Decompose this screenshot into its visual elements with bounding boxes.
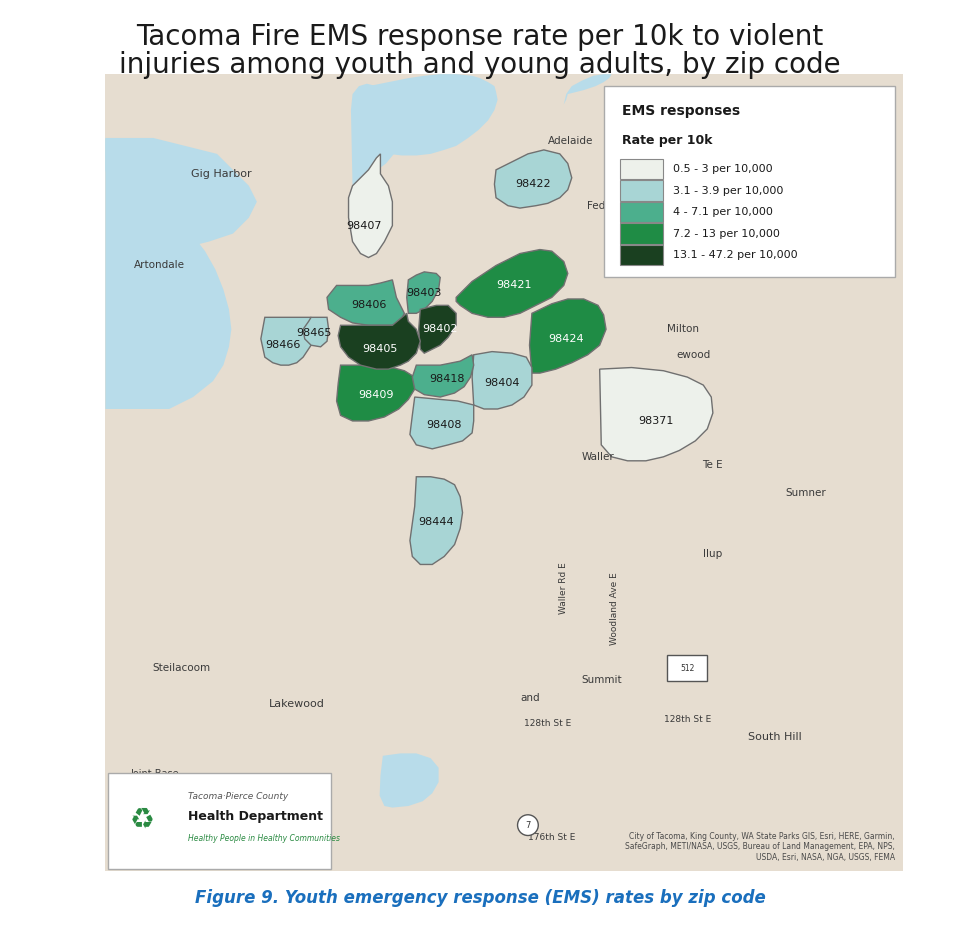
Text: Woodland Ave E: Woodland Ave E [610, 572, 618, 644]
Text: 98422: 98422 [515, 179, 550, 189]
Text: Rate per 10k: Rate per 10k [622, 134, 712, 147]
Polygon shape [351, 83, 400, 185]
Polygon shape [530, 299, 606, 374]
Polygon shape [472, 351, 532, 409]
Text: 98404: 98404 [485, 378, 520, 388]
Text: Waller Rd E: Waller Rd E [560, 563, 568, 615]
Text: Waller: Waller [582, 451, 614, 462]
Text: Healthy People in Healthy Communities: Healthy People in Healthy Communities [187, 834, 340, 844]
Text: 98402: 98402 [422, 324, 458, 335]
Text: Adelaide: Adelaide [548, 136, 593, 146]
Text: 98405: 98405 [363, 344, 398, 354]
Text: ♻: ♻ [130, 806, 155, 833]
Text: and: and [520, 692, 540, 703]
Text: 98421: 98421 [495, 281, 531, 290]
Text: Auburn: Auburn [840, 212, 877, 222]
FancyBboxPatch shape [667, 655, 708, 680]
Text: 4 - 7.1 per 10,000: 4 - 7.1 per 10,000 [673, 207, 773, 217]
Text: 98407: 98407 [347, 221, 382, 231]
Text: Steilacoom: Steilacoom [152, 663, 210, 673]
Text: ast: ast [608, 224, 624, 235]
FancyBboxPatch shape [604, 86, 895, 277]
FancyBboxPatch shape [619, 202, 663, 222]
FancyBboxPatch shape [619, 245, 663, 265]
Polygon shape [261, 317, 311, 365]
Polygon shape [303, 317, 328, 347]
Polygon shape [327, 280, 404, 325]
Polygon shape [494, 150, 572, 208]
Polygon shape [600, 367, 713, 461]
Text: Health Department: Health Department [187, 810, 323, 823]
Text: Figure 9. Youth emergency response (EMS) rates by zip code: Figure 9. Youth emergency response (EMS)… [195, 889, 765, 907]
Polygon shape [564, 74, 612, 105]
Text: injuries among youth and young adults, by zip code: injuries among youth and young adults, b… [119, 51, 841, 79]
Polygon shape [338, 313, 420, 369]
Text: 98409: 98409 [359, 389, 395, 400]
Text: Te E: Te E [703, 460, 723, 470]
Polygon shape [379, 754, 439, 807]
Polygon shape [362, 74, 497, 156]
Text: 13.1 - 47.2 per 10,000: 13.1 - 47.2 per 10,000 [673, 250, 798, 260]
Polygon shape [348, 154, 393, 258]
Text: Lakewood: Lakewood [269, 699, 324, 709]
Text: Feder: Feder [587, 201, 615, 210]
Text: llup: llup [704, 549, 723, 559]
Text: 98466: 98466 [266, 340, 300, 350]
Text: Joint Base
Lewis-McChord: Joint Base Lewis-McChord [118, 768, 192, 791]
Text: Gig Harbor: Gig Harbor [191, 169, 252, 179]
Text: Milton: Milton [667, 324, 700, 335]
Polygon shape [410, 397, 473, 449]
Polygon shape [412, 355, 473, 397]
Polygon shape [456, 249, 567, 317]
Text: Artondale: Artondale [134, 260, 185, 271]
Text: Tacoma·Pierce County: Tacoma·Pierce County [187, 792, 288, 801]
FancyBboxPatch shape [619, 180, 663, 201]
Text: Summit: Summit [581, 675, 621, 685]
Text: 98403: 98403 [407, 288, 442, 298]
Text: 7.2 - 13 per 10,000: 7.2 - 13 per 10,000 [673, 229, 780, 238]
Polygon shape [419, 305, 456, 353]
Text: 98424: 98424 [548, 334, 584, 344]
Text: 98465: 98465 [297, 328, 332, 338]
Polygon shape [106, 74, 902, 871]
Text: 176th St E: 176th St E [528, 833, 576, 843]
Text: City of Tacoma, King County, WA State Parks GIS, Esri, HERE, Garmin,
SafeGraph, : City of Tacoma, King County, WA State Pa… [625, 832, 895, 862]
Text: 512: 512 [681, 664, 694, 673]
Text: 98418: 98418 [429, 374, 465, 384]
Polygon shape [410, 476, 463, 565]
Text: 7: 7 [525, 820, 531, 830]
Text: ewood: ewood [677, 349, 710, 360]
FancyBboxPatch shape [619, 159, 663, 180]
Polygon shape [106, 138, 231, 409]
Text: 98406: 98406 [350, 300, 386, 311]
Text: 0.5 - 3 per 10,000: 0.5 - 3 per 10,000 [673, 164, 773, 174]
Polygon shape [337, 365, 415, 421]
Text: 98444: 98444 [419, 517, 454, 527]
Text: 128th St E: 128th St E [524, 719, 571, 729]
Polygon shape [106, 74, 257, 249]
Polygon shape [106, 74, 902, 871]
Text: 98408: 98408 [426, 420, 462, 430]
Text: 98371: 98371 [637, 416, 673, 425]
FancyBboxPatch shape [619, 223, 663, 244]
FancyBboxPatch shape [108, 773, 331, 869]
Text: Tacoma Fire EMS response rate per 10k to violent: Tacoma Fire EMS response rate per 10k to… [136, 23, 824, 51]
Text: nt: nt [108, 857, 119, 868]
Text: 128th St E: 128th St E [663, 716, 711, 724]
Text: Sumner: Sumner [785, 488, 826, 498]
Text: South Hill: South Hill [748, 732, 802, 743]
Text: 3.1 - 3.9 per 10,000: 3.1 - 3.9 per 10,000 [673, 185, 783, 196]
Circle shape [517, 815, 539, 835]
Polygon shape [407, 272, 441, 313]
Text: EMS responses: EMS responses [622, 105, 740, 119]
